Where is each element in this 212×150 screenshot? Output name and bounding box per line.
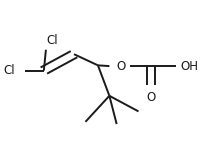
Text: Cl: Cl — [3, 64, 15, 77]
Text: Cl: Cl — [46, 34, 58, 47]
Text: O: O — [146, 91, 156, 104]
Text: O: O — [116, 60, 126, 73]
Text: OH: OH — [180, 60, 198, 73]
